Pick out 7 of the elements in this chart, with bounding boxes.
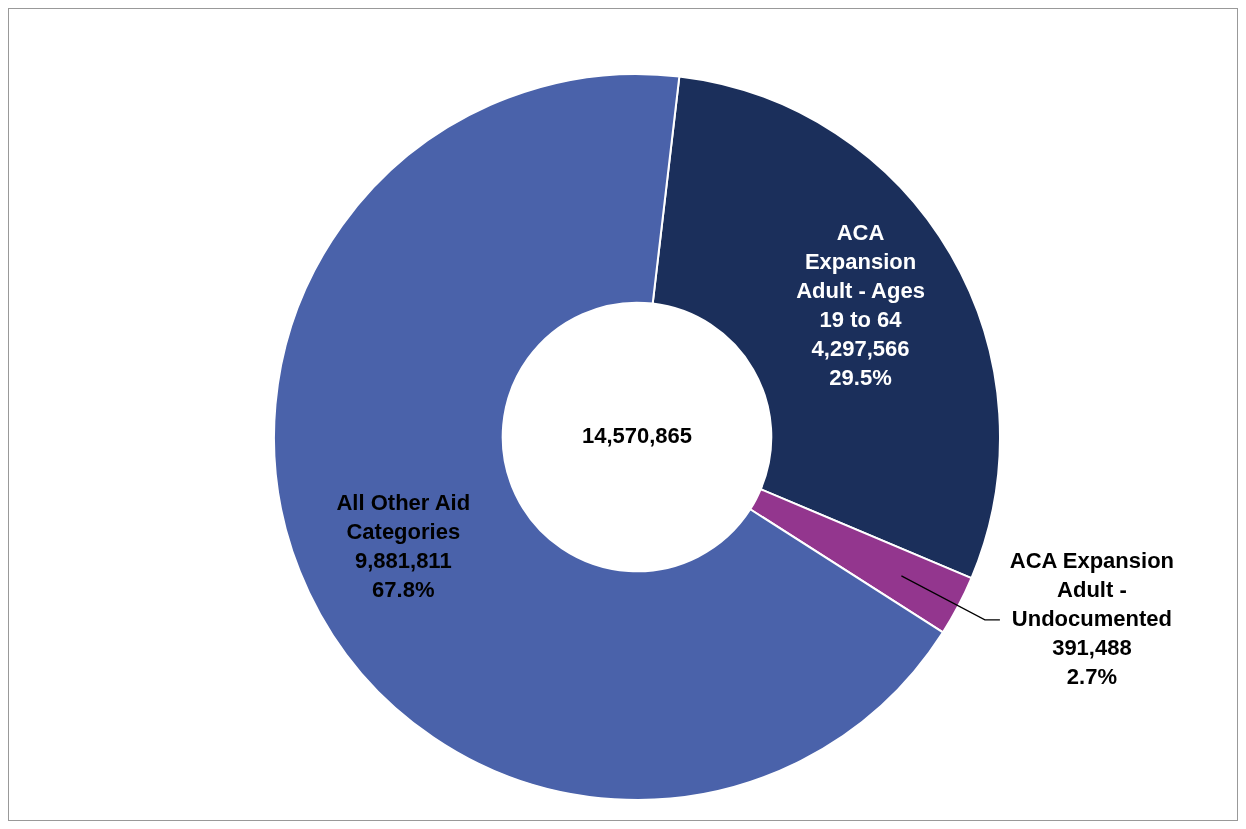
text: 14,570,865 [581,423,693,449]
data-label: 9,881,811 67.8% [354,548,452,603]
data-label: 4,297,566 29.5% [811,336,910,391]
data-label: 391,488 2.7% [1052,634,1132,689]
slice-label: ACA Expansion Adult - Undocumented [1009,547,1175,631]
slice-label: All Other Aid Categories [336,490,471,545]
slice-label: ACA Expansion Adult - Ages 19 to 64 [796,220,925,333]
